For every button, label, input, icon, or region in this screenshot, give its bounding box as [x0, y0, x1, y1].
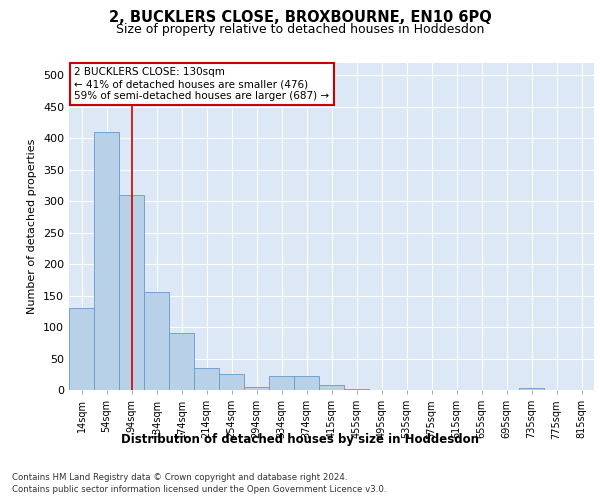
Text: Contains HM Land Registry data © Crown copyright and database right 2024.: Contains HM Land Registry data © Crown c… — [12, 472, 347, 482]
Bar — [244, 387, 269, 390]
Bar — [169, 334, 194, 390]
Bar — [294, 376, 319, 390]
Bar — [344, 388, 369, 390]
Bar — [269, 376, 294, 390]
Text: Size of property relative to detached houses in Hoddesdon: Size of property relative to detached ho… — [116, 22, 484, 36]
Bar — [194, 368, 219, 390]
Text: 2 BUCKLERS CLOSE: 130sqm
← 41% of detached houses are smaller (476)
59% of semi-: 2 BUCKLERS CLOSE: 130sqm ← 41% of detach… — [74, 68, 329, 100]
Bar — [119, 195, 144, 390]
Bar — [94, 132, 119, 390]
Bar — [69, 308, 94, 390]
Bar — [219, 374, 244, 390]
Text: 2, BUCKLERS CLOSE, BROXBOURNE, EN10 6PQ: 2, BUCKLERS CLOSE, BROXBOURNE, EN10 6PQ — [109, 10, 491, 25]
Bar — [319, 385, 344, 390]
Text: Distribution of detached houses by size in Hoddesdon: Distribution of detached houses by size … — [121, 432, 479, 446]
Bar — [519, 388, 544, 390]
Y-axis label: Number of detached properties: Number of detached properties — [28, 138, 37, 314]
Text: Contains public sector information licensed under the Open Government Licence v3: Contains public sector information licen… — [12, 485, 386, 494]
Bar — [144, 292, 169, 390]
